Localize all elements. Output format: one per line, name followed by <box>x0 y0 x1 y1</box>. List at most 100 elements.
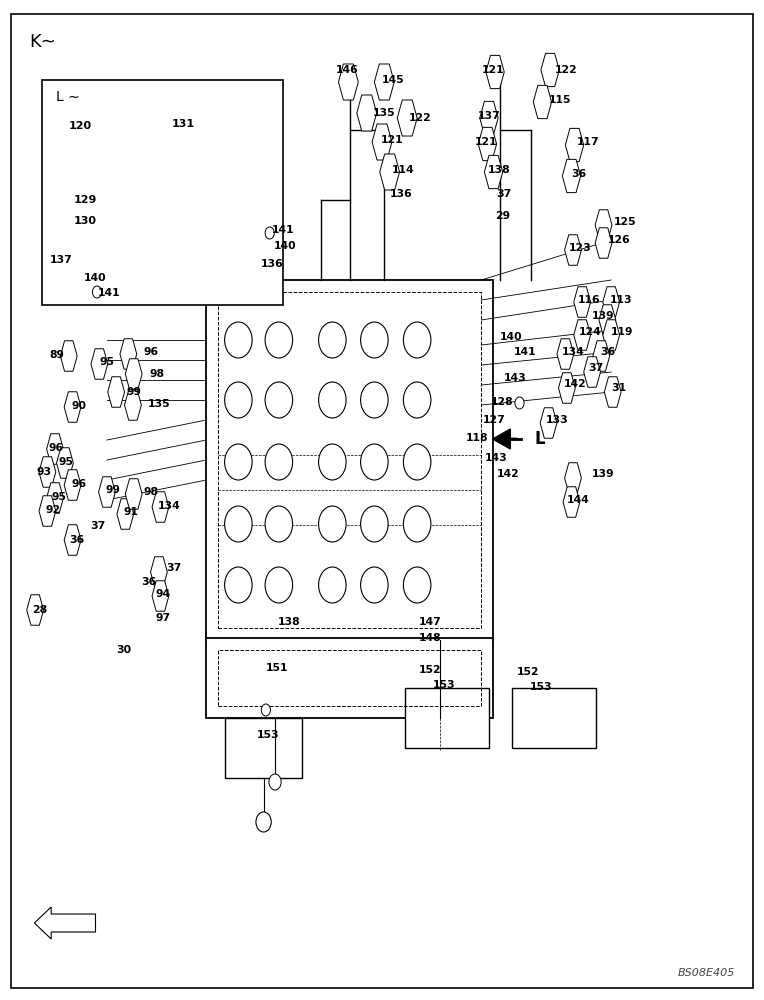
Polygon shape <box>541 53 559 87</box>
Text: 135: 135 <box>148 399 171 409</box>
Circle shape <box>265 227 274 239</box>
Text: 98: 98 <box>144 487 159 497</box>
Polygon shape <box>125 479 142 509</box>
Text: 30: 30 <box>116 645 131 655</box>
Text: 143: 143 <box>504 373 527 383</box>
Circle shape <box>256 812 271 832</box>
Polygon shape <box>380 154 400 190</box>
Circle shape <box>265 382 293 418</box>
Circle shape <box>225 444 252 480</box>
Polygon shape <box>558 373 575 403</box>
Text: 134: 134 <box>158 501 181 511</box>
Text: BS08E405: BS08E405 <box>678 968 735 978</box>
Text: 37: 37 <box>167 563 182 573</box>
Polygon shape <box>562 159 581 193</box>
Polygon shape <box>565 235 581 265</box>
Text: 153: 153 <box>257 730 280 740</box>
Polygon shape <box>557 339 574 369</box>
Text: 141: 141 <box>513 347 536 357</box>
Circle shape <box>403 567 431 603</box>
Text: 37: 37 <box>90 521 105 531</box>
Text: L: L <box>535 430 545 448</box>
Text: 134: 134 <box>562 347 585 357</box>
Polygon shape <box>374 64 394 100</box>
Text: 36: 36 <box>571 169 587 179</box>
Text: 113: 113 <box>610 295 633 305</box>
Polygon shape <box>397 100 417 136</box>
Text: 118: 118 <box>466 433 488 443</box>
Circle shape <box>265 506 293 542</box>
Polygon shape <box>99 477 115 507</box>
Polygon shape <box>152 581 169 611</box>
Polygon shape <box>91 349 108 379</box>
Text: 36: 36 <box>69 535 84 545</box>
Circle shape <box>319 322 346 358</box>
Circle shape <box>319 506 346 542</box>
Text: 145: 145 <box>382 75 405 85</box>
Bar <box>218 292 481 628</box>
Polygon shape <box>64 525 81 555</box>
Text: 147: 147 <box>419 617 442 627</box>
Bar <box>225 718 302 778</box>
Polygon shape <box>533 85 552 119</box>
Text: 37: 37 <box>588 363 604 373</box>
Polygon shape <box>486 55 504 89</box>
Text: 142: 142 <box>497 469 520 479</box>
Polygon shape <box>64 392 81 422</box>
Text: 144: 144 <box>567 495 590 505</box>
Polygon shape <box>108 377 125 407</box>
Bar <box>206 638 493 718</box>
Polygon shape <box>39 496 56 526</box>
Text: 31: 31 <box>611 383 626 393</box>
Text: 121: 121 <box>481 65 504 75</box>
Text: 91: 91 <box>124 507 139 517</box>
Circle shape <box>319 567 346 603</box>
Text: 120: 120 <box>69 121 92 131</box>
Text: 148: 148 <box>419 633 442 643</box>
Text: 121: 121 <box>475 137 498 147</box>
Polygon shape <box>47 434 63 464</box>
Bar <box>218 650 481 706</box>
Circle shape <box>225 506 252 542</box>
Text: 97: 97 <box>156 613 171 623</box>
Text: 93: 93 <box>37 467 52 477</box>
Polygon shape <box>39 457 56 487</box>
Circle shape <box>225 322 252 358</box>
Text: 119: 119 <box>611 327 633 337</box>
Bar <box>42 80 283 305</box>
Text: 36: 36 <box>141 577 157 587</box>
Circle shape <box>225 567 252 603</box>
Polygon shape <box>493 429 510 449</box>
Text: 131: 131 <box>172 119 195 129</box>
Text: 153: 153 <box>432 680 455 690</box>
FancyArrow shape <box>34 907 96 939</box>
Text: 140: 140 <box>500 332 523 342</box>
Polygon shape <box>117 499 134 529</box>
Text: 152: 152 <box>419 665 442 675</box>
Text: 98: 98 <box>150 369 165 379</box>
Text: 96: 96 <box>144 347 159 357</box>
Text: 143: 143 <box>484 453 507 463</box>
Polygon shape <box>372 124 392 160</box>
Polygon shape <box>57 448 73 478</box>
Text: 114: 114 <box>392 165 415 175</box>
Text: 99: 99 <box>127 387 142 397</box>
Polygon shape <box>47 483 63 513</box>
Text: 122: 122 <box>555 65 578 75</box>
Text: 141: 141 <box>98 288 121 298</box>
Polygon shape <box>338 64 358 100</box>
Polygon shape <box>480 101 498 135</box>
Text: 151: 151 <box>266 663 288 673</box>
Text: 140: 140 <box>274 241 296 251</box>
Text: 117: 117 <box>577 137 600 147</box>
Polygon shape <box>574 287 591 317</box>
Text: 96: 96 <box>49 443 64 453</box>
Text: 122: 122 <box>409 113 432 123</box>
Bar <box>512 688 596 748</box>
Text: 141: 141 <box>272 225 295 235</box>
Circle shape <box>319 382 346 418</box>
Text: 136: 136 <box>390 189 413 199</box>
Circle shape <box>361 444 388 480</box>
Text: 139: 139 <box>592 469 615 479</box>
Text: L ∼: L ∼ <box>56 90 79 104</box>
